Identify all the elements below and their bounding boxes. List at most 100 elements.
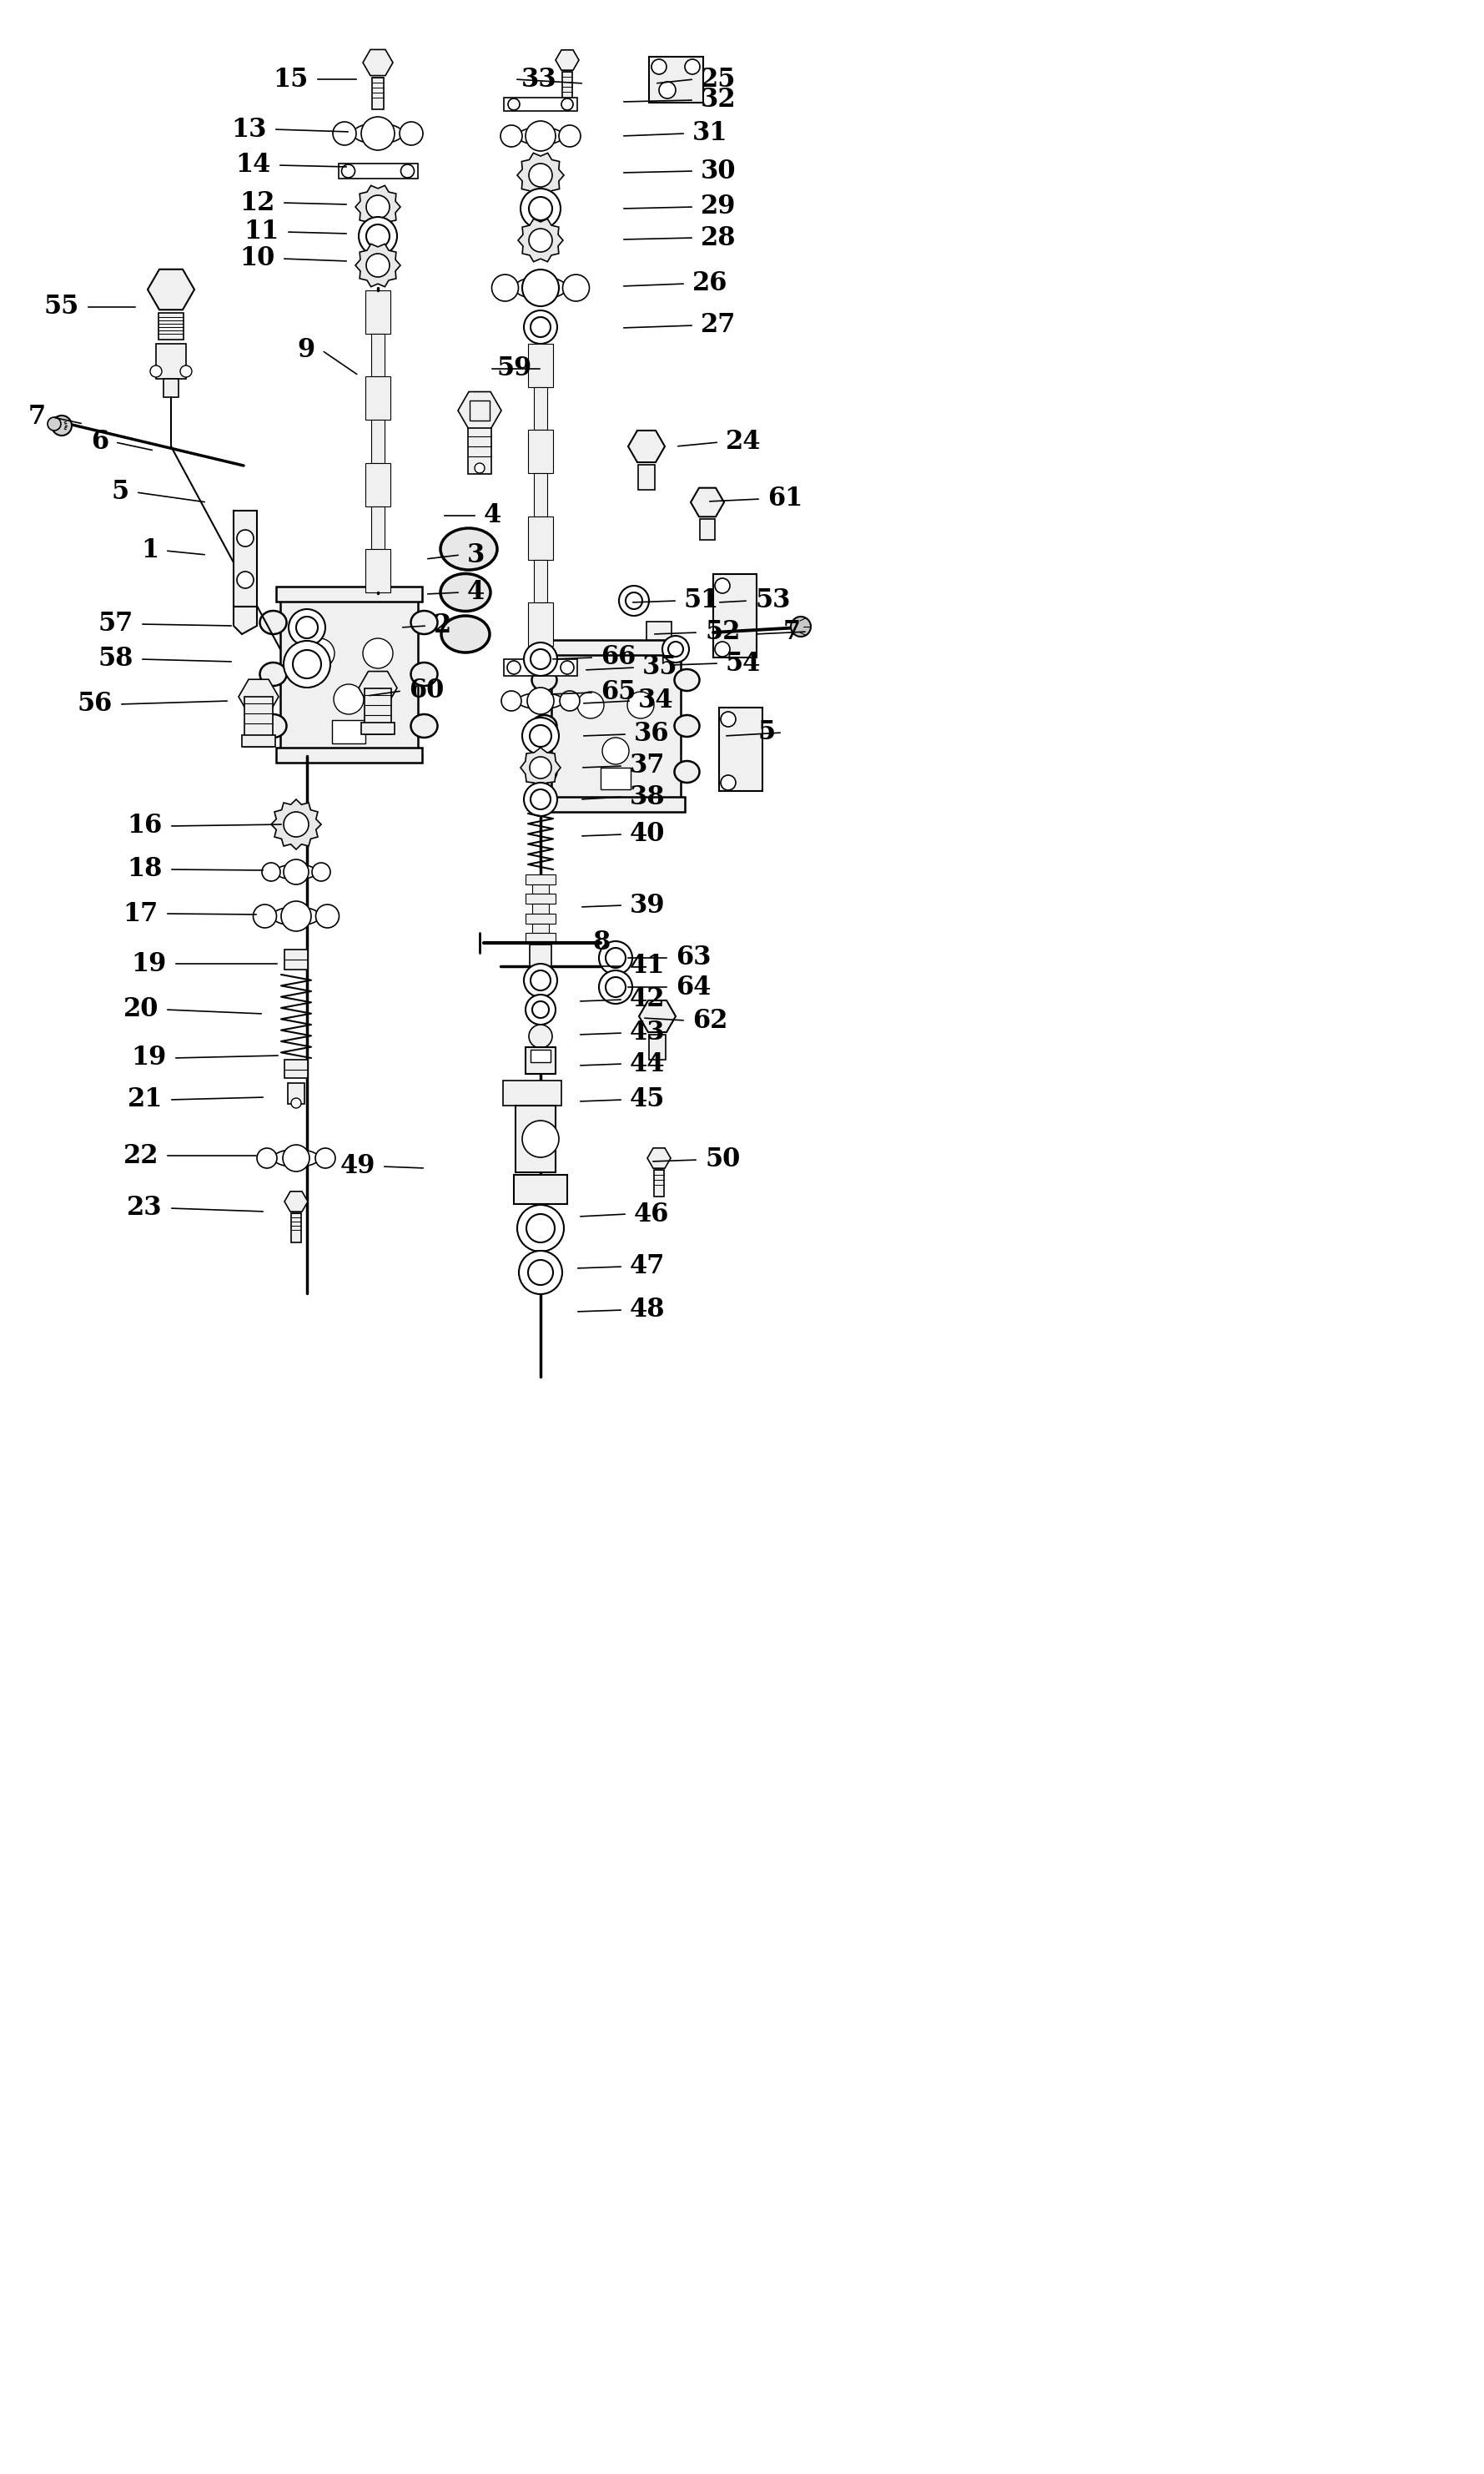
Circle shape <box>600 940 632 975</box>
Circle shape <box>531 317 551 336</box>
Bar <box>276 586 421 601</box>
Circle shape <box>533 1002 549 1017</box>
Circle shape <box>150 366 162 376</box>
Bar <box>467 428 491 475</box>
Circle shape <box>651 59 666 74</box>
Circle shape <box>662 636 689 663</box>
Circle shape <box>257 1148 278 1168</box>
Text: 2: 2 <box>433 614 451 638</box>
Text: 63: 63 <box>675 945 711 970</box>
Circle shape <box>721 774 736 789</box>
Circle shape <box>561 99 573 111</box>
Bar <box>159 312 184 339</box>
Circle shape <box>280 901 312 930</box>
Circle shape <box>401 163 414 178</box>
Text: 58: 58 <box>98 646 134 673</box>
Text: 27: 27 <box>700 312 736 339</box>
Polygon shape <box>518 153 564 198</box>
Bar <box>372 77 384 109</box>
Bar <box>513 1175 567 1205</box>
Bar <box>654 1170 663 1197</box>
Circle shape <box>367 255 390 277</box>
Circle shape <box>577 693 604 717</box>
Ellipse shape <box>531 715 556 737</box>
Circle shape <box>605 977 626 997</box>
Text: 29: 29 <box>700 193 736 220</box>
Circle shape <box>525 121 555 151</box>
Bar <box>505 96 577 111</box>
Ellipse shape <box>272 908 321 925</box>
Bar <box>525 913 555 923</box>
Circle shape <box>521 188 561 228</box>
Text: 19: 19 <box>132 1044 166 1071</box>
Bar <box>528 604 554 646</box>
Circle shape <box>600 970 632 1004</box>
Circle shape <box>341 163 355 178</box>
Polygon shape <box>355 186 401 228</box>
Circle shape <box>605 948 626 967</box>
Bar <box>242 735 276 747</box>
Circle shape <box>518 1205 564 1252</box>
Text: 5: 5 <box>758 720 776 745</box>
Polygon shape <box>239 680 279 715</box>
Bar <box>285 1059 307 1079</box>
Circle shape <box>528 228 552 252</box>
Text: 11: 11 <box>245 220 279 245</box>
Circle shape <box>524 782 556 816</box>
Text: 38: 38 <box>629 784 665 809</box>
Circle shape <box>283 641 331 688</box>
Circle shape <box>522 270 559 307</box>
Polygon shape <box>690 487 724 517</box>
Ellipse shape <box>411 715 438 737</box>
Circle shape <box>626 591 643 609</box>
Circle shape <box>399 121 423 146</box>
Text: 5: 5 <box>111 480 129 505</box>
Bar <box>503 1081 561 1106</box>
Text: 59: 59 <box>496 356 531 381</box>
Bar <box>280 594 417 755</box>
Circle shape <box>508 99 519 111</box>
Bar <box>365 289 390 334</box>
Text: 21: 21 <box>128 1086 163 1113</box>
Bar <box>714 574 757 658</box>
Bar <box>531 1049 551 1061</box>
Circle shape <box>562 275 589 302</box>
Text: 14: 14 <box>236 153 272 178</box>
Bar <box>638 465 654 490</box>
Circle shape <box>283 1145 310 1173</box>
Bar <box>525 1047 555 1074</box>
Bar <box>534 559 548 604</box>
Text: 28: 28 <box>700 225 736 250</box>
Text: 10: 10 <box>240 245 275 272</box>
Text: 65: 65 <box>601 680 635 705</box>
Text: 60: 60 <box>408 678 444 703</box>
Ellipse shape <box>260 663 286 685</box>
Bar <box>700 520 715 539</box>
Bar <box>233 510 257 606</box>
Ellipse shape <box>531 762 556 782</box>
Circle shape <box>316 905 338 928</box>
Bar <box>546 797 684 811</box>
Text: 48: 48 <box>629 1296 665 1324</box>
Text: 13: 13 <box>232 116 267 143</box>
Circle shape <box>628 693 654 717</box>
Bar <box>291 1212 301 1242</box>
Ellipse shape <box>260 611 286 633</box>
Circle shape <box>715 641 730 656</box>
Circle shape <box>619 586 649 616</box>
Ellipse shape <box>411 611 438 633</box>
Circle shape <box>527 1215 555 1242</box>
Ellipse shape <box>518 693 564 710</box>
Text: 40: 40 <box>629 821 665 846</box>
Text: 53: 53 <box>755 589 791 614</box>
Text: 8: 8 <box>592 930 610 955</box>
Circle shape <box>508 661 521 675</box>
Circle shape <box>519 1252 562 1294</box>
Ellipse shape <box>674 668 699 690</box>
Text: 17: 17 <box>123 901 159 928</box>
Circle shape <box>364 638 393 668</box>
Circle shape <box>237 529 254 547</box>
Circle shape <box>528 163 552 188</box>
Text: 7: 7 <box>28 403 46 430</box>
Circle shape <box>559 126 580 146</box>
